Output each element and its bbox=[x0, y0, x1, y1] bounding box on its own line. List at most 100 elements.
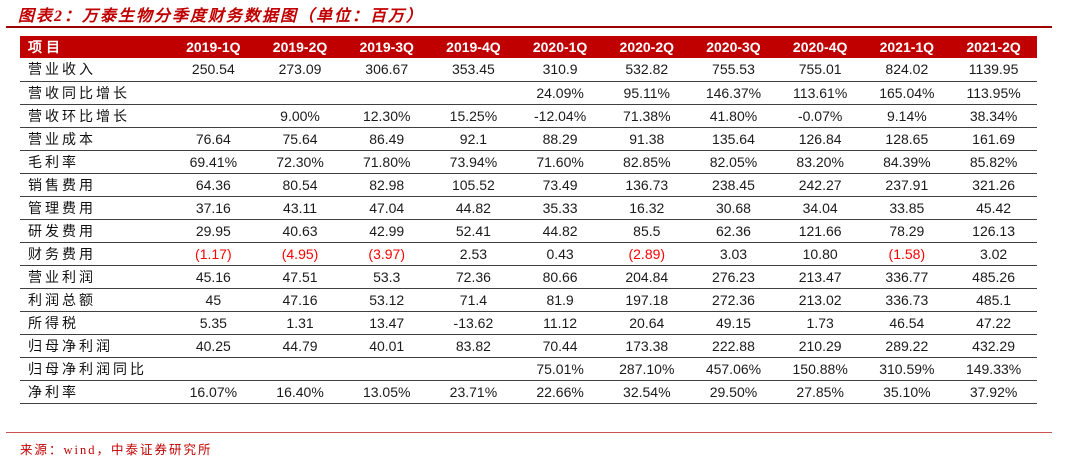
page-title: 图表2：万泰生物分季度财务数据图（单位：百万） bbox=[18, 8, 425, 25]
table-head: 项目 2019-1Q 2019-2Q 2019-3Q 2019-4Q 2020-1Q 202… bbox=[20, 36, 1037, 58]
row-label: 归母净利润同比 bbox=[20, 357, 170, 381]
table-cell: 24.09% bbox=[516, 81, 604, 105]
table-cell: 37.92% bbox=[950, 380, 1037, 404]
table-cell: 5.35 bbox=[170, 311, 257, 335]
table-cell: 237.91 bbox=[863, 173, 951, 197]
table-cell: 37.16 bbox=[170, 196, 257, 220]
table-cell: 35.10% bbox=[863, 380, 951, 404]
table-cell: 86.49 bbox=[343, 127, 431, 151]
table-cell: 40.63 bbox=[256, 219, 344, 243]
table-cell: 149.33% bbox=[950, 357, 1037, 381]
table-cell: 121.66 bbox=[776, 219, 864, 243]
table-cell: 47.16 bbox=[256, 288, 344, 312]
table-cell: 35.33 bbox=[516, 196, 604, 220]
table-cell: 72.30% bbox=[256, 150, 344, 174]
table-cell bbox=[430, 81, 517, 105]
table-cell: 52.41 bbox=[430, 219, 517, 243]
table-cell: 250.54 bbox=[170, 58, 257, 82]
table-cell: 310.9 bbox=[516, 58, 604, 82]
table-cell: 276.23 bbox=[690, 265, 777, 289]
table-cell: 113.95% bbox=[950, 81, 1037, 105]
table-cell bbox=[343, 357, 431, 381]
table-row: 营业利润 45.16 47.51 53.3 72.36 80.66 204.84 276.23… bbox=[20, 265, 1037, 289]
table-cell: 71.38% bbox=[603, 104, 691, 128]
table-cell: 34.04 bbox=[776, 196, 864, 220]
table-row: 归母净利润同比 75.01% 287.10% 457.06% 150.88% 310.59… bbox=[20, 357, 1037, 381]
table-cell: 44.82 bbox=[430, 196, 517, 220]
table-cell: (1.58) bbox=[863, 242, 951, 266]
table-cell: 3.03 bbox=[690, 242, 777, 266]
table-cell: 73.49 bbox=[516, 173, 604, 197]
row-label: 营收同比增长 bbox=[20, 81, 170, 105]
row-label: 利润总额 bbox=[20, 288, 170, 312]
table-cell bbox=[170, 81, 257, 105]
table-cell: 95.11% bbox=[603, 81, 691, 105]
table-cell: 70.44 bbox=[516, 334, 604, 358]
table-cell: 11.12 bbox=[516, 311, 604, 335]
table-cell: 53.12 bbox=[343, 288, 431, 312]
table-cell: 213.47 bbox=[776, 265, 864, 289]
table-cell: 40.01 bbox=[343, 334, 431, 358]
table-cell: 173.38 bbox=[603, 334, 691, 358]
table-cell: 197.18 bbox=[603, 288, 691, 312]
financial-table: 项目 2019-1Q 2019-2Q 2019-3Q 2019-4Q 2020-1Q 202… bbox=[20, 36, 1037, 404]
table-cell: 82.05% bbox=[690, 150, 777, 174]
col-header-item: 项目 bbox=[20, 36, 170, 58]
row-label: 所得税 bbox=[20, 311, 170, 335]
table-row: 营业收入 250.54 273.09 306.67 353.45 310.9 532.82 7… bbox=[20, 58, 1037, 82]
row-label: 净利率 bbox=[20, 380, 170, 404]
table-row: 销售费用 64.36 80.54 82.98 105.52 73.49 136.73 238.… bbox=[20, 173, 1037, 197]
table-cell: 47.04 bbox=[343, 196, 431, 220]
table-cell: 15.25% bbox=[430, 104, 517, 128]
table-cell: 41.80% bbox=[690, 104, 777, 128]
table-cell: 75.01% bbox=[516, 357, 604, 381]
col-header-quarter: 2021-1Q bbox=[863, 36, 951, 58]
table-cell: 81.9 bbox=[516, 288, 604, 312]
table-cell: 1.31 bbox=[256, 311, 344, 335]
table-cell: 272.36 bbox=[690, 288, 777, 312]
table-cell: 75.64 bbox=[256, 127, 344, 151]
table-cell: 105.52 bbox=[430, 173, 517, 197]
table-cell bbox=[170, 357, 257, 381]
table-row: 营业成本 76.64 75.64 86.49 92.1 88.29 91.38 135.64 1… bbox=[20, 127, 1037, 151]
table-cell: 3.02 bbox=[950, 242, 1037, 266]
col-header-quarter: 2020-3Q bbox=[690, 36, 777, 58]
table-cell: 165.04% bbox=[863, 81, 951, 105]
table-cell: 1.73 bbox=[776, 311, 864, 335]
table-cell: 210.29 bbox=[776, 334, 864, 358]
table-cell: 273.09 bbox=[256, 58, 344, 82]
table-cell: 20.64 bbox=[603, 311, 691, 335]
table-cell: 353.45 bbox=[430, 58, 517, 82]
table-cell: 126.13 bbox=[950, 219, 1037, 243]
row-label: 销售费用 bbox=[20, 173, 170, 197]
table-cell: 72.36 bbox=[430, 265, 517, 289]
table-cell: 1139.95 bbox=[950, 58, 1037, 82]
table-cell: 82.85% bbox=[603, 150, 691, 174]
table-cell: 23.71% bbox=[430, 380, 517, 404]
table-cell: 45.16 bbox=[170, 265, 257, 289]
table-cell: 289.22 bbox=[863, 334, 951, 358]
table-cell: 310.59% bbox=[863, 357, 951, 381]
table-cell: 12.30% bbox=[343, 104, 431, 128]
table-cell: 457.06% bbox=[690, 357, 777, 381]
table-cell: 128.65 bbox=[863, 127, 951, 151]
table-cell: 204.84 bbox=[603, 265, 691, 289]
table-cell: 38.34% bbox=[950, 104, 1037, 128]
table-cell bbox=[343, 81, 431, 105]
table-cell: 336.73 bbox=[863, 288, 951, 312]
row-label: 营收环比增长 bbox=[20, 104, 170, 128]
table-cell: 44.79 bbox=[256, 334, 344, 358]
row-label: 财务费用 bbox=[20, 242, 170, 266]
table-row: 管理费用 37.16 43.11 47.04 44.82 35.33 16.32 30.68 3… bbox=[20, 196, 1037, 220]
col-header-quarter: 2020-1Q bbox=[516, 36, 604, 58]
table-cell: 84.39% bbox=[863, 150, 951, 174]
table-cell: 42.99 bbox=[343, 219, 431, 243]
table-row: 毛利率 69.41% 72.30% 71.80% 73.94% 71.60% 82.85% 8… bbox=[20, 150, 1037, 174]
table-cell: 80.54 bbox=[256, 173, 344, 197]
table-cell: 73.94% bbox=[430, 150, 517, 174]
table-cell: 27.85% bbox=[776, 380, 864, 404]
table-row: 净利率 16.07% 16.40% 13.05% 23.71% 22.66% 32.54% 2… bbox=[20, 380, 1037, 404]
table-cell: 82.98 bbox=[343, 173, 431, 197]
table-cell: 136.73 bbox=[603, 173, 691, 197]
